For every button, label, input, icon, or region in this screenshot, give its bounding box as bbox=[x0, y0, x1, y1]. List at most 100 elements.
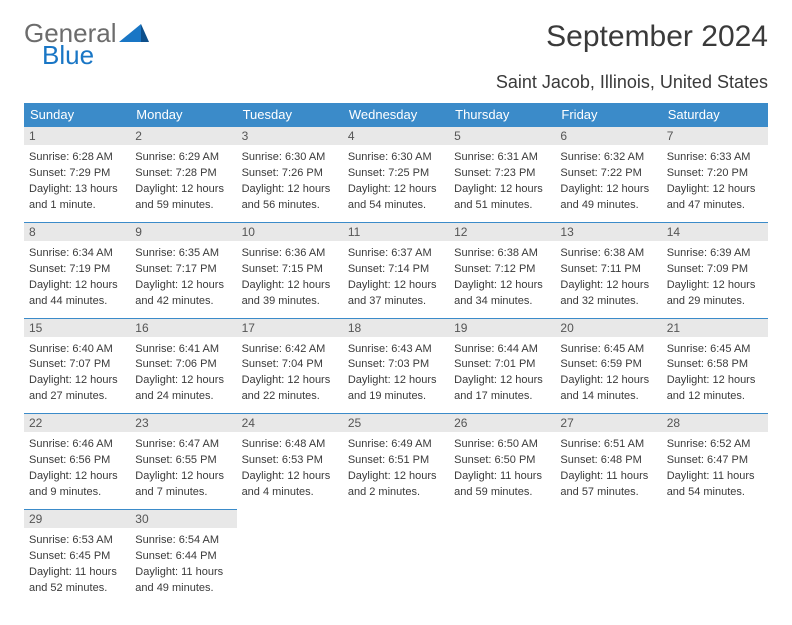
day-number: 13 bbox=[555, 222, 661, 241]
calendar-head: SundayMondayTuesdayWednesdayThursdayFrid… bbox=[24, 103, 768, 126]
sunset-text: Sunset: 6:48 PM bbox=[560, 453, 656, 469]
sunset-text: Sunset: 7:15 PM bbox=[242, 262, 338, 278]
sunset-text: Sunset: 7:11 PM bbox=[560, 262, 656, 278]
sunrise-text: Sunrise: 6:51 AM bbox=[560, 437, 656, 453]
sunset-text: Sunset: 7:04 PM bbox=[242, 357, 338, 373]
daylight-text: Daylight: 12 hours and 14 minutes. bbox=[560, 373, 656, 405]
day-info: Sunrise: 6:30 AMSunset: 7:25 PMDaylight:… bbox=[348, 148, 444, 214]
calendar-cell: 24Sunrise: 6:48 AMSunset: 6:53 PMDayligh… bbox=[237, 413, 343, 509]
daylight-text: Daylight: 11 hours and 59 minutes. bbox=[454, 469, 550, 501]
sunrise-text: Sunrise: 6:45 AM bbox=[560, 342, 656, 358]
day-number: 9 bbox=[130, 222, 236, 241]
day-number: 29 bbox=[24, 509, 130, 528]
day-info: Sunrise: 6:45 AMSunset: 6:59 PMDaylight:… bbox=[560, 340, 656, 406]
day-number: 22 bbox=[24, 413, 130, 432]
daylight-text: Daylight: 12 hours and 54 minutes. bbox=[348, 182, 444, 214]
sunset-text: Sunset: 7:06 PM bbox=[135, 357, 231, 373]
calendar-cell: 25Sunrise: 6:49 AMSunset: 6:51 PMDayligh… bbox=[343, 413, 449, 509]
sunrise-text: Sunrise: 6:43 AM bbox=[348, 342, 444, 358]
day-number: 30 bbox=[130, 509, 236, 528]
day-info: Sunrise: 6:38 AMSunset: 7:11 PMDaylight:… bbox=[560, 244, 656, 310]
daylight-text: Daylight: 11 hours and 54 minutes. bbox=[667, 469, 763, 501]
sunrise-text: Sunrise: 6:42 AM bbox=[242, 342, 338, 358]
calendar-cell: 13 Sunrise: 6:38 AMSunset: 7:11 PMDayligh… bbox=[555, 222, 661, 318]
daylight-text: Daylight: 13 hours and 1 minute. bbox=[29, 182, 125, 214]
day-info: Sunrise: 6:53 AMSunset: 6:45 PMDaylight:… bbox=[29, 531, 125, 597]
sunrise-text: Sunrise: 6:31 AM bbox=[454, 150, 550, 166]
sunrise-text: Sunrise: 6:38 AM bbox=[560, 246, 656, 262]
calendar-table: SundayMondayTuesdayWednesdayThursdayFrid… bbox=[24, 103, 768, 605]
sunset-text: Sunset: 6:51 PM bbox=[348, 453, 444, 469]
sunrise-text: Sunrise: 6:46 AM bbox=[29, 437, 125, 453]
sunrise-text: Sunrise: 6:44 AM bbox=[454, 342, 550, 358]
sunset-text: Sunset: 7:19 PM bbox=[29, 262, 125, 278]
calendar-cell: 3Sunrise: 6:30 AMSunset: 7:26 PMDaylight… bbox=[237, 126, 343, 222]
daylight-text: Daylight: 12 hours and 39 minutes. bbox=[242, 278, 338, 310]
calendar-week: 22Sunrise: 6:46 AMSunset: 6:56 PMDayligh… bbox=[24, 413, 768, 509]
day-info: Sunrise: 6:41 AMSunset: 7:06 PMDaylight:… bbox=[135, 340, 231, 406]
sunset-text: Sunset: 6:56 PM bbox=[29, 453, 125, 469]
calendar-cell bbox=[343, 509, 449, 605]
sunset-text: Sunset: 6:55 PM bbox=[135, 453, 231, 469]
daylight-text: Daylight: 12 hours and 51 minutes. bbox=[454, 182, 550, 214]
sunrise-text: Sunrise: 6:32 AM bbox=[560, 150, 656, 166]
day-header: Wednesday bbox=[343, 103, 449, 126]
day-number: 27 bbox=[555, 413, 661, 432]
sunset-text: Sunset: 7:25 PM bbox=[348, 166, 444, 182]
day-number: 15 bbox=[24, 318, 130, 337]
day-number: 21 bbox=[662, 318, 768, 337]
daylight-text: Daylight: 12 hours and 44 minutes. bbox=[29, 278, 125, 310]
sunrise-text: Sunrise: 6:33 AM bbox=[667, 150, 763, 166]
daylight-text: Daylight: 12 hours and 42 minutes. bbox=[135, 278, 231, 310]
daylight-text: Daylight: 12 hours and 17 minutes. bbox=[454, 373, 550, 405]
day-info: Sunrise: 6:51 AMSunset: 6:48 PMDaylight:… bbox=[560, 435, 656, 501]
sunrise-text: Sunrise: 6:35 AM bbox=[135, 246, 231, 262]
sunrise-text: Sunrise: 6:54 AM bbox=[135, 533, 231, 549]
day-number: 20 bbox=[555, 318, 661, 337]
calendar-week: 8Sunrise: 6:34 AMSunset: 7:19 PMDaylight… bbox=[24, 222, 768, 318]
daylight-text: Daylight: 12 hours and 29 minutes. bbox=[667, 278, 763, 310]
day-info: Sunrise: 6:35 AMSunset: 7:17 PMDaylight:… bbox=[135, 244, 231, 310]
day-info: Sunrise: 6:49 AMSunset: 6:51 PMDaylight:… bbox=[348, 435, 444, 501]
daylight-text: Daylight: 12 hours and 19 minutes. bbox=[348, 373, 444, 405]
daylight-text: Daylight: 12 hours and 27 minutes. bbox=[29, 373, 125, 405]
sunrise-text: Sunrise: 6:50 AM bbox=[454, 437, 550, 453]
calendar-cell: 15Sunrise: 6:40 AMSunset: 7:07 PMDayligh… bbox=[24, 318, 130, 414]
calendar-cell: 11Sunrise: 6:37 AMSunset: 7:14 PMDayligh… bbox=[343, 222, 449, 318]
sunrise-text: Sunrise: 6:34 AM bbox=[29, 246, 125, 262]
sunrise-text: Sunrise: 6:30 AM bbox=[348, 150, 444, 166]
sunrise-text: Sunrise: 6:39 AM bbox=[667, 246, 763, 262]
sunset-text: Sunset: 6:47 PM bbox=[667, 453, 763, 469]
sunset-text: Sunset: 7:23 PM bbox=[454, 166, 550, 182]
sunset-text: Sunset: 7:12 PM bbox=[454, 262, 550, 278]
day-info: Sunrise: 6:44 AMSunset: 7:01 PMDaylight:… bbox=[454, 340, 550, 406]
day-number: 26 bbox=[449, 413, 555, 432]
calendar-cell: 18Sunrise: 6:43 AMSunset: 7:03 PMDayligh… bbox=[343, 318, 449, 414]
sunrise-text: Sunrise: 6:45 AM bbox=[667, 342, 763, 358]
sunrise-text: Sunrise: 6:37 AM bbox=[348, 246, 444, 262]
sunset-text: Sunset: 7:01 PM bbox=[454, 357, 550, 373]
sunrise-text: Sunrise: 6:36 AM bbox=[242, 246, 338, 262]
sunrise-text: Sunrise: 6:47 AM bbox=[135, 437, 231, 453]
sunset-text: Sunset: 7:20 PM bbox=[667, 166, 763, 182]
sunset-text: Sunset: 7:29 PM bbox=[29, 166, 125, 182]
day-header: Monday bbox=[130, 103, 236, 126]
day-header: Thursday bbox=[449, 103, 555, 126]
calendar-cell: 16Sunrise: 6:41 AMSunset: 7:06 PMDayligh… bbox=[130, 318, 236, 414]
calendar-cell: 14Sunrise: 6:39 AMSunset: 7:09 PMDayligh… bbox=[662, 222, 768, 318]
daylight-text: Daylight: 12 hours and 22 minutes. bbox=[242, 373, 338, 405]
day-info: Sunrise: 6:50 AMSunset: 6:50 PMDaylight:… bbox=[454, 435, 550, 501]
calendar-cell: 20 Sunrise: 6:45 AMSunset: 6:59 PMDayligh… bbox=[555, 318, 661, 414]
day-number: 6 bbox=[555, 126, 661, 145]
calendar-cell: 12Sunrise: 6:38 AMSunset: 7:12 PMDayligh… bbox=[449, 222, 555, 318]
sunset-text: Sunset: 7:17 PM bbox=[135, 262, 231, 278]
daylight-text: Daylight: 12 hours and 37 minutes. bbox=[348, 278, 444, 310]
day-info: Sunrise: 6:37 AMSunset: 7:14 PMDaylight:… bbox=[348, 244, 444, 310]
sunset-text: Sunset: 7:03 PM bbox=[348, 357, 444, 373]
title-block: September 2024 bbox=[546, 20, 768, 54]
sunset-text: Sunset: 7:14 PM bbox=[348, 262, 444, 278]
daylight-text: Daylight: 12 hours and 9 minutes. bbox=[29, 469, 125, 501]
day-info: Sunrise: 6:52 AMSunset: 6:47 PMDaylight:… bbox=[667, 435, 763, 501]
calendar-week: 15Sunrise: 6:40 AMSunset: 7:07 PMDayligh… bbox=[24, 318, 768, 414]
sunrise-text: Sunrise: 6:40 AM bbox=[29, 342, 125, 358]
